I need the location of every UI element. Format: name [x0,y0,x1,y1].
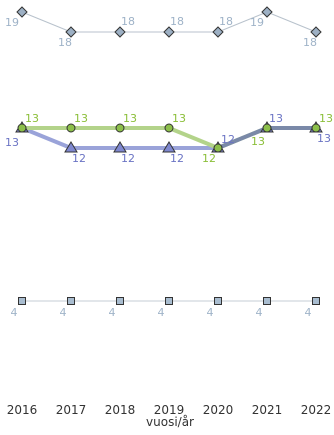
data-label: 4 [109,306,116,319]
data-label: 18 [170,15,184,28]
x-tick-label: 2020 [203,403,234,417]
square-marker [165,297,173,305]
data-label: 12 [72,152,86,165]
circle-marker [66,123,76,133]
diamond-marker [261,6,273,18]
data-label: 13 [5,136,19,149]
x-tick-label: 2018 [105,403,136,417]
circle-marker [311,123,321,133]
data-label: 18 [219,15,233,28]
x-tick-label: 2016 [7,403,38,417]
data-label: 4 [11,306,18,319]
diamond-marker [16,6,28,18]
square-marker [67,297,75,305]
circle-marker [17,123,27,133]
series-layer [15,6,323,305]
data-label: 4 [256,306,263,319]
circle-marker [115,123,125,133]
diamond-marker [310,26,322,38]
data-label: 13 [25,112,39,125]
diamond-marker [114,26,126,38]
triangle-marker [64,141,78,153]
circle-marker [213,143,223,153]
overlap-segment [217,126,268,150]
x-tick-label: 2021 [252,403,283,417]
x-axis: 2016 2017 2018 2019 2020 2021 2022 [7,403,332,417]
data-label: 13 [74,112,88,125]
diamond-marker [212,26,224,38]
triangle-marker [162,141,176,153]
diamond-marker [163,26,175,38]
data-label: 13 [319,112,333,125]
circle-marker [164,123,174,133]
data-label: 4 [60,306,67,319]
square-marker [116,297,124,305]
data-label: 12 [121,152,135,165]
triangle-marker [113,141,127,153]
x-tick-label: 2017 [56,403,87,417]
data-label: 12 [170,152,184,165]
data-label: 4 [207,306,214,319]
data-label: 18 [58,36,72,49]
data-label: 12 [202,152,216,165]
data-label: 12 [221,133,235,146]
square-marker [312,297,320,305]
data-label: 18 [121,15,135,28]
x-tick-label: 2019 [154,403,185,417]
x-axis-title: vuosi/år [146,415,194,429]
data-label: 13 [317,132,331,145]
data-label: 19 [250,16,264,29]
square-marker [263,297,271,305]
diamond-marker [65,26,77,38]
x-tick-label: 2022 [301,403,332,417]
data-label: 4 [158,306,165,319]
data-label: 19 [5,16,19,29]
square-marker [214,297,222,305]
label-layer: 19 18 18 18 18 19 18 13 13 13 13 12 13 13 13 12 12 12 12 13… [5,15,333,319]
data-label: 18 [303,36,317,49]
data-label: 13 [172,112,186,125]
circle-marker [262,123,272,133]
data-label: 13 [251,135,265,148]
data-label: 13 [123,112,137,125]
square-marker [18,297,26,305]
data-label: 4 [305,306,312,319]
data-label: 13 [269,112,283,125]
